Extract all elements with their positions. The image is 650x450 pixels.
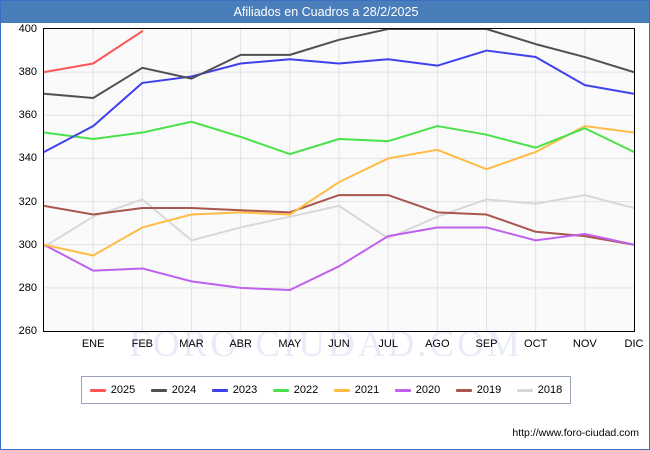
legend-label: 2021 bbox=[354, 384, 380, 396]
series-line-2018 bbox=[44, 194, 634, 248]
page-title: Afiliados en Cuadros a 28/2/2025 bbox=[233, 5, 419, 19]
series-line-2021 bbox=[44, 125, 634, 257]
series-line-2022 bbox=[44, 120, 634, 156]
legend-item-2020[interactable]: 2020 bbox=[394, 384, 441, 396]
x-axis-tick-sep: SEP bbox=[475, 338, 498, 350]
legend-label: 2019 bbox=[476, 384, 502, 396]
x-axis-tick-nov: NOV bbox=[572, 338, 597, 350]
x-axis-tick-jun: JUN bbox=[328, 338, 350, 350]
legend-label: 2025 bbox=[110, 384, 136, 396]
series-line-2024 bbox=[44, 29, 634, 100]
y-axis-tick-280: 280 bbox=[18, 281, 37, 294]
x-axis-tick-mar: MAR bbox=[179, 338, 204, 350]
legend-swatch-icon-2025 bbox=[89, 388, 106, 392]
legend-swatch-icon-2019 bbox=[455, 388, 472, 392]
series-line-2019 bbox=[44, 194, 634, 246]
y-axis-tick-320: 320 bbox=[18, 195, 37, 208]
y-axis-tick-300: 300 bbox=[18, 238, 37, 251]
x-axis-tick-abr: ABR bbox=[229, 338, 252, 350]
legend-item-2023[interactable]: 2023 bbox=[211, 384, 258, 396]
legend-swatch-icon-2022 bbox=[272, 388, 289, 392]
source-url: http://www.foro-ciudad.com bbox=[512, 427, 639, 439]
series-line-2025 bbox=[44, 30, 144, 74]
series-line-2023 bbox=[44, 49, 634, 153]
x-axis-tick-oct: OCT bbox=[524, 338, 548, 350]
legend-swatch-icon-2021 bbox=[333, 388, 350, 392]
y-axis-tick-340: 340 bbox=[18, 152, 37, 165]
legend-swatch-icon-2020 bbox=[394, 388, 411, 392]
chart-legend: 2025 2024 2023 2022 2021 2020 2019 2018 bbox=[81, 376, 571, 404]
chart-svg bbox=[44, 29, 634, 331]
series-line-2020 bbox=[44, 226, 634, 292]
legend-item-2021[interactable]: 2021 bbox=[333, 384, 380, 396]
window-title-bar: Afiliados en Cuadros a 28/2/2025 bbox=[1, 1, 649, 23]
y-axis-tick-360: 360 bbox=[18, 109, 37, 122]
x-axis-tick-ene: ENE bbox=[81, 338, 105, 350]
legend-swatch-icon-2023 bbox=[211, 388, 228, 392]
y-axis-tick-400: 400 bbox=[18, 23, 37, 35]
legend-label: 2024 bbox=[171, 384, 197, 396]
legend-label: 2020 bbox=[415, 384, 441, 396]
legend-label: 2023 bbox=[232, 384, 258, 396]
legend-label: 2022 bbox=[293, 384, 319, 396]
legend-label: 2018 bbox=[537, 384, 563, 396]
plot-area bbox=[43, 28, 635, 332]
legend-item-2022[interactable]: 2022 bbox=[272, 384, 319, 396]
x-axis-tick-may: MAY bbox=[278, 338, 302, 350]
x-axis-tick-dic: DIC bbox=[624, 338, 644, 350]
x-axis-tick-feb: FEB bbox=[131, 338, 154, 350]
y-axis-tick-260: 260 bbox=[18, 325, 37, 337]
x-axis-tick-ago: AGO bbox=[425, 338, 450, 350]
legend-swatch-icon-2018 bbox=[516, 388, 533, 392]
legend-swatch-icon-2024 bbox=[150, 388, 167, 392]
legend-item-2025[interactable]: 2025 bbox=[89, 384, 136, 396]
legend-item-2024[interactable]: 2024 bbox=[150, 384, 197, 396]
y-axis-tick-380: 380 bbox=[18, 66, 37, 79]
legend-item-2019[interactable]: 2019 bbox=[455, 384, 502, 396]
x-axis-tick-jul: JUL bbox=[378, 338, 398, 350]
legend-item-2018[interactable]: 2018 bbox=[516, 384, 563, 396]
